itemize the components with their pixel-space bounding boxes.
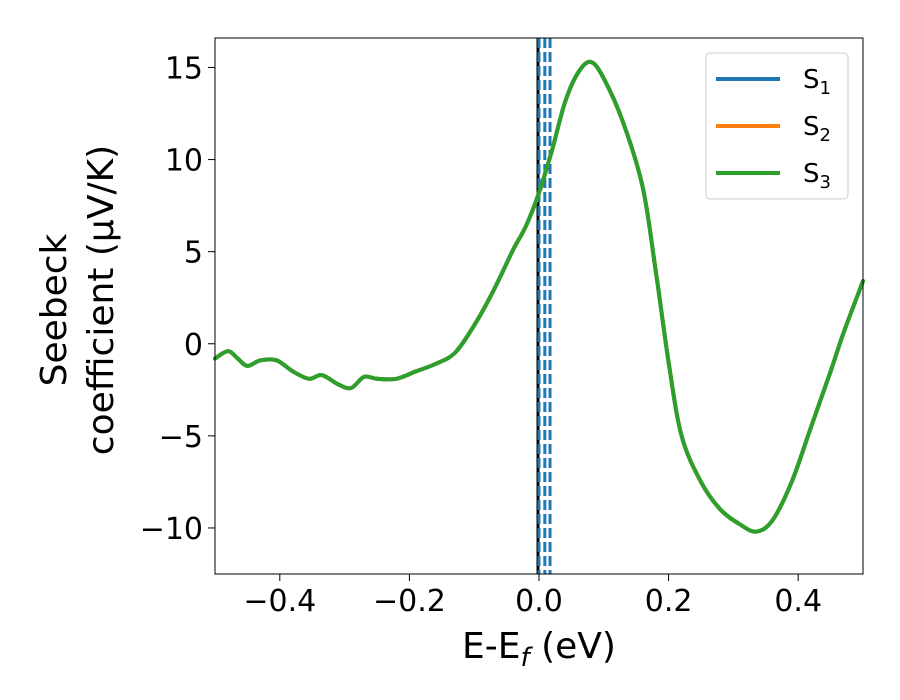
y-tick-label: 15 bbox=[165, 51, 203, 86]
y-tick-label: −10 bbox=[140, 512, 203, 547]
x-tick-label: −0.2 bbox=[373, 584, 446, 619]
legend: S1 S2 S3 bbox=[705, 52, 849, 200]
reference-lines bbox=[536, 38, 552, 574]
y-axis-title: Seebeck coefficient (μV/K) bbox=[34, 145, 122, 455]
series-lines bbox=[213, 59, 865, 534]
legend-label-S3: S3 bbox=[803, 159, 831, 193]
y-tick-label: 0 bbox=[184, 328, 203, 363]
legend-label-S1: S1 bbox=[803, 65, 831, 99]
series-line-S3 bbox=[213, 59, 865, 534]
x-axis-title: E-Ef (eV) bbox=[462, 626, 616, 673]
x-tick-label: 0.4 bbox=[774, 584, 822, 619]
y-tick-label: −5 bbox=[159, 420, 203, 455]
x-tick-label: 0.2 bbox=[645, 584, 693, 619]
x-tick-label: 0.0 bbox=[515, 584, 563, 619]
y-axis-title-line2: coefficient (μV/K) bbox=[81, 145, 122, 455]
y-axis-ticks: 15 10 5 0 −5 −10 bbox=[140, 51, 215, 547]
legend-label-S2: S2 bbox=[803, 112, 831, 146]
x-tick-label: −0.4 bbox=[243, 584, 316, 619]
y-axis-title-line1: Seebeck bbox=[34, 233, 75, 386]
y-tick-label: 5 bbox=[184, 236, 203, 271]
y-tick-label: 10 bbox=[165, 144, 203, 179]
x-axis-ticks: −0.4 −0.2 0.0 0.2 0.4 bbox=[243, 574, 822, 619]
